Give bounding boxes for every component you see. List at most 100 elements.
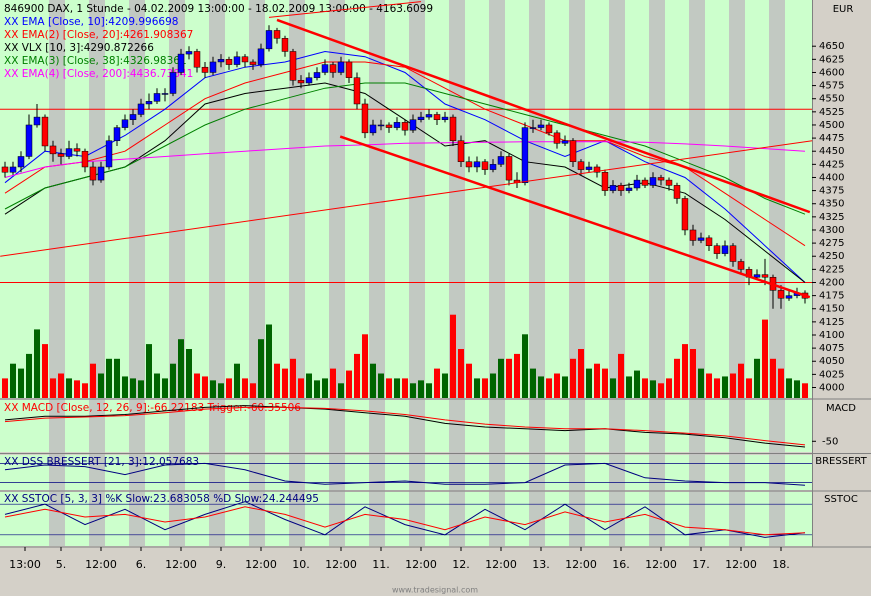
x-tick-label: 9. <box>216 558 227 571</box>
volume-bar <box>762 319 768 398</box>
candle-body <box>337 61 345 73</box>
trend-line <box>0 140 813 257</box>
x-tick-label: 17. <box>692 558 710 571</box>
volume-bar <box>234 363 240 398</box>
y-tick-label: 4325 <box>819 212 844 223</box>
session-band <box>249 0 265 546</box>
volume-bar <box>114 358 120 398</box>
volume-bar <box>106 358 112 398</box>
candle-body <box>305 77 313 84</box>
candle-body <box>161 93 169 95</box>
y-tick-label: 4225 <box>819 264 844 275</box>
y-tick-label: 4600 <box>819 67 844 78</box>
candle-body <box>81 150 89 168</box>
volume-bar <box>690 349 696 398</box>
x-tick-label: 12:00 <box>165 558 197 571</box>
candle-body <box>97 166 105 181</box>
candle-body <box>689 229 697 241</box>
volume-bar <box>602 368 608 398</box>
candle-body <box>737 261 745 270</box>
volume-bar <box>130 378 136 398</box>
y-tick-label: 4050 <box>819 356 844 367</box>
candle-body <box>25 124 33 157</box>
panel-label: SSTOC <box>824 494 858 505</box>
volume-bar <box>458 349 464 398</box>
candle-body <box>521 127 529 183</box>
volume-bar <box>642 378 648 398</box>
candle-body <box>1 166 9 173</box>
volume-bar <box>418 380 424 398</box>
candle-body <box>177 53 185 73</box>
x-tick-label: 12:00 <box>725 558 757 571</box>
volume-bar <box>450 314 456 398</box>
volume-bar <box>26 353 32 398</box>
session-band <box>369 0 385 546</box>
x-tick-label: 12:00 <box>325 558 357 571</box>
legend-entry: XX EMA [Close, 10]:4209.996698 <box>4 16 178 28</box>
volume-bar <box>522 334 528 398</box>
volume-bar <box>258 339 264 398</box>
candle-body <box>673 185 681 199</box>
candle-body <box>129 114 137 120</box>
candle-body <box>65 148 73 157</box>
volume-bar <box>194 373 200 398</box>
volume-bar <box>802 383 808 398</box>
volume-bar <box>154 373 160 398</box>
candle-body <box>369 124 377 134</box>
volume-bar <box>50 378 56 398</box>
indicator-line <box>4 406 806 446</box>
candle-body <box>329 64 337 73</box>
candle-body <box>713 245 721 254</box>
volume-bar <box>2 378 8 398</box>
candle-body <box>449 116 457 141</box>
chart-title: 846900 DAX, 1 Stunde - 04.02.2009 13:00:… <box>4 3 433 15</box>
legend-entry: XX EMA(3) [Close, 38]:4326.98361 <box>4 55 187 67</box>
candle-body <box>569 140 577 162</box>
volume-bar <box>386 378 392 398</box>
volume-bar <box>242 378 248 398</box>
session-band <box>489 0 505 546</box>
y-tick-label: 4300 <box>819 225 844 236</box>
y-tick-label: 4200 <box>819 277 844 288</box>
candle-body <box>353 77 361 105</box>
legend-entry: XX EMA(4) [Close, 200]:4436.73841 <box>4 68 193 80</box>
candle-body <box>489 164 497 170</box>
y-tick-label: -50 <box>822 436 838 447</box>
session-band <box>289 0 305 546</box>
volume-bar <box>90 363 96 398</box>
candle-body <box>321 64 329 73</box>
volume-bar <box>266 324 272 398</box>
trend-line <box>276 18 811 214</box>
candle-body <box>529 127 537 129</box>
candle-body <box>417 116 425 120</box>
volume-bar <box>250 383 256 398</box>
volume-bar <box>322 378 328 398</box>
sstoc-title: XX SSTOC [5, 3, 3] %K Slow:23.683058 %D … <box>4 493 319 505</box>
volume-bar <box>306 373 312 398</box>
volume-bar <box>714 378 720 398</box>
volume-bar <box>666 378 672 398</box>
volume-bar <box>754 358 760 398</box>
volume-bar <box>618 353 624 398</box>
session-band <box>769 0 785 546</box>
volume-bar <box>562 376 568 398</box>
candle-body <box>89 166 97 181</box>
trend-line <box>268 1 422 18</box>
candle-body <box>377 124 385 127</box>
session-band <box>89 0 105 546</box>
candle-body <box>393 122 401 128</box>
volume-bar <box>34 329 40 398</box>
x-tick-label: 6. <box>136 558 147 571</box>
y-tick-label: 4375 <box>819 186 844 197</box>
volume-bar <box>586 368 592 398</box>
session-band <box>49 0 65 546</box>
volume-bar <box>226 378 232 398</box>
legend-entry: XX EMA(2) [Close, 20]:4261.908367 <box>4 29 193 41</box>
x-tick-label: 12:00 <box>245 558 277 571</box>
candle-body <box>57 153 65 157</box>
panel-label: BRESSERT <box>815 456 867 467</box>
footer: www.tradesignal.com <box>392 586 478 595</box>
y-tick-label: 4650 <box>819 41 844 52</box>
candle-body <box>481 161 489 170</box>
volume-bar <box>610 378 616 398</box>
